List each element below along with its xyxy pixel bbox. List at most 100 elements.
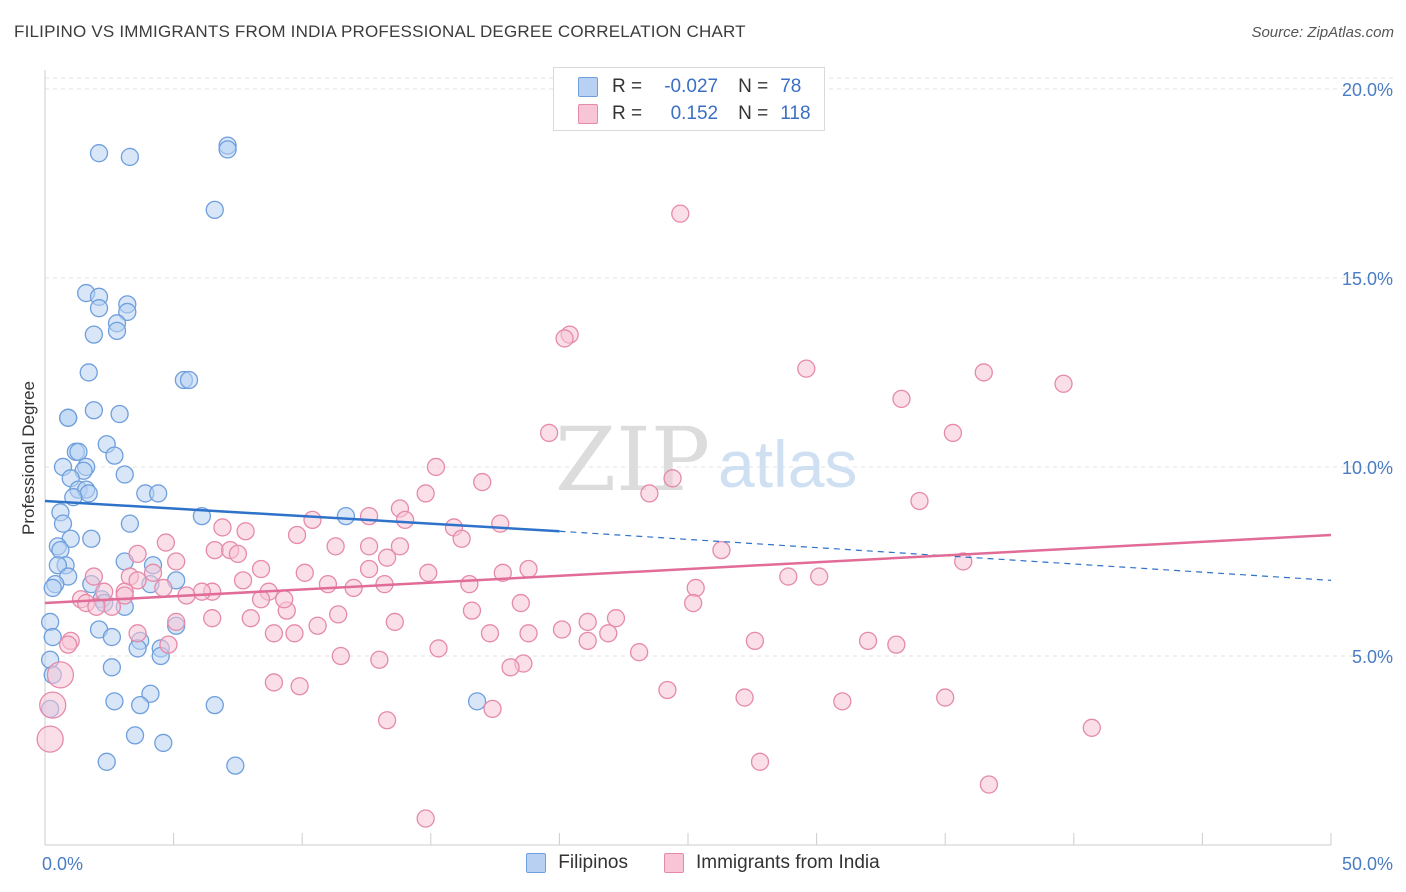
data-point-india <box>578 612 597 632</box>
trend-line-filipinos <box>44 499 560 533</box>
data-point-india <box>892 389 911 409</box>
data-point-india <box>275 590 294 609</box>
data-point-india <box>241 609 260 628</box>
data-point-filipinos <box>226 756 245 775</box>
data-point-india <box>326 537 345 556</box>
data-point-filipinos <box>79 484 98 503</box>
data-point-india <box>154 578 173 598</box>
data-point-filipinos <box>128 639 147 658</box>
data-point-india <box>606 609 626 628</box>
data-point-india <box>128 571 147 590</box>
legend-row-filipinos: R = -0.027 N = 78 <box>578 75 801 99</box>
data-point-india <box>480 624 500 643</box>
data-point-india <box>460 574 479 594</box>
data-point-filipinos <box>51 540 70 560</box>
data-point-india <box>359 506 379 526</box>
data-point-filipinos <box>43 627 62 647</box>
data-point-filipinos <box>107 321 127 341</box>
y-axis-label: Professional Degree <box>19 381 38 535</box>
data-point-india <box>167 552 186 571</box>
data-point-india <box>745 631 765 651</box>
x-tick-label: 0.0% <box>42 854 83 874</box>
data-point-filipinos <box>467 692 487 711</box>
legend-label-filipinos: Filipinos <box>558 852 628 873</box>
data-point-india <box>779 567 798 586</box>
legend-r-label: R = <box>612 103 643 124</box>
data-point-filipinos <box>115 465 134 484</box>
data-point-india <box>128 544 147 564</box>
data-point-india <box>285 624 304 643</box>
data-point-india <box>599 624 618 643</box>
tick-labels: 5.0% 10.0% 15.0% 20.0% 0.0% 50.0% <box>42 80 1393 874</box>
data-point-filipinos <box>89 144 109 163</box>
trend-lines <box>44 499 1332 605</box>
data-point-india <box>462 601 482 620</box>
data-point-india <box>377 548 397 567</box>
data-point-india <box>84 567 104 586</box>
legend-row-india: R = 0.152 N = 118 <box>578 102 811 126</box>
data-point-india <box>36 725 64 753</box>
data-point-india <box>683 593 703 613</box>
data-point-filipinos <box>179 370 199 390</box>
data-point-india <box>887 635 906 654</box>
legend-r-label: R = <box>612 76 643 97</box>
data-point-filipinos <box>154 733 173 753</box>
y-tick-label: 5.0% <box>1352 647 1393 667</box>
data-point-india <box>629 643 649 662</box>
data-point-india <box>287 525 307 545</box>
data-point-india <box>416 484 435 503</box>
data-point-filipinos <box>82 529 101 548</box>
data-point-filipinos <box>105 692 124 711</box>
data-point-india <box>329 605 348 624</box>
data-point-india <box>797 359 816 378</box>
watermark-atlas: atlas <box>718 427 857 501</box>
data-point-filipinos <box>192 506 212 526</box>
data-point-india <box>671 204 690 223</box>
trend-line-india <box>44 533 1332 605</box>
data-point-india <box>555 329 574 348</box>
legend-n-value: 118 <box>780 103 811 124</box>
data-point-india <box>511 593 530 613</box>
data-point-india <box>39 691 67 719</box>
data-point-india <box>58 635 78 654</box>
data-point-india <box>936 688 955 707</box>
data-point-filipinos <box>149 484 168 503</box>
data-point-filipinos <box>84 401 104 420</box>
data-point-india <box>331 646 350 666</box>
data-point-india <box>501 658 520 677</box>
data-point-filipinos <box>141 684 160 703</box>
data-point-india <box>95 582 114 601</box>
data-point-india <box>318 574 338 594</box>
data-point-india <box>251 559 271 579</box>
data-point-india <box>519 624 538 643</box>
data-point-india <box>390 537 410 556</box>
data-point-india <box>552 620 572 639</box>
legend-swatch-filipinos <box>526 853 547 873</box>
data-point-filipinos <box>43 578 62 598</box>
data-point-india <box>308 616 327 635</box>
data-point-india <box>663 469 682 488</box>
legend-label-india: Immigrants from India <box>695 852 880 873</box>
data-point-filipinos <box>118 302 137 322</box>
data-point-filipinos <box>84 325 104 344</box>
data-point-india <box>1082 718 1101 737</box>
watermark: ZIP atlas <box>555 408 857 511</box>
watermark-zip: ZIP <box>555 408 710 511</box>
data-point-filipinos <box>58 408 78 427</box>
legend-r-value: -0.027 <box>664 76 719 97</box>
data-point-india <box>143 563 163 582</box>
y-tick-label: 20.0% <box>1342 80 1393 100</box>
data-point-india <box>429 639 448 658</box>
data-point-filipinos <box>102 658 122 677</box>
data-point-india <box>658 680 677 700</box>
data-point-filipinos <box>89 299 109 318</box>
data-point-filipinos <box>48 556 68 575</box>
data-point-india <box>205 540 224 560</box>
data-point-india <box>359 537 379 556</box>
data-point-india <box>359 559 379 579</box>
data-point-india <box>979 775 999 794</box>
data-point-india <box>578 631 597 651</box>
data-point-india <box>156 533 176 552</box>
data-point-india <box>303 510 322 530</box>
points <box>36 136 1101 828</box>
